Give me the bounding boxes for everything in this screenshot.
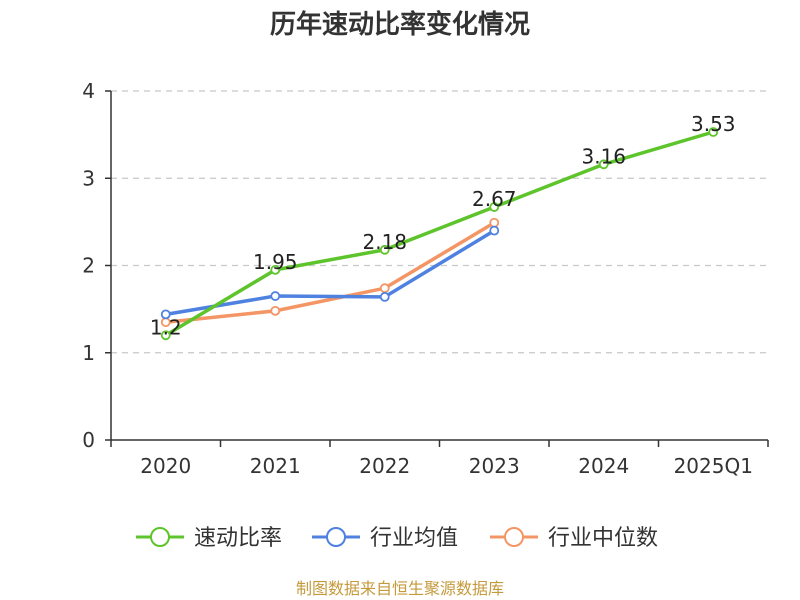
gridlines xyxy=(111,90,768,354)
data-point xyxy=(379,292,390,302)
y-tick-label: 2 xyxy=(82,254,95,278)
data-label: 3.16 xyxy=(581,144,626,168)
source-note: 制图数据来自恒生聚源数据库 xyxy=(296,579,504,598)
legend-item-3[interactable]: 行业中位数 xyxy=(490,526,658,551)
data-label: 1.95 xyxy=(253,250,298,274)
data-point xyxy=(270,291,281,301)
x-tick-label: 2023 xyxy=(469,454,520,478)
data-point xyxy=(379,244,390,255)
data-point xyxy=(489,217,500,228)
data-point xyxy=(270,264,281,275)
y-tick-label: 0 xyxy=(82,428,95,452)
legend-marker xyxy=(150,527,170,547)
data-label: 1.2 xyxy=(150,315,182,339)
legend-marker xyxy=(504,527,524,547)
data-point xyxy=(160,309,171,320)
x-tick-label: 2020 xyxy=(140,454,191,478)
x-tick-label: 2025Q1 xyxy=(674,454,753,478)
y-tick-labels: 0 1 2 3 4 xyxy=(82,79,95,452)
data-point xyxy=(708,127,719,137)
legend-label: 速动比率 xyxy=(194,526,282,551)
legend-item-1[interactable]: 速动比率 xyxy=(136,526,282,551)
data-point xyxy=(379,283,390,294)
x-tick-label: 2021 xyxy=(250,454,301,478)
data-point xyxy=(489,202,500,212)
data-point xyxy=(598,159,609,170)
legend-marker xyxy=(326,527,346,547)
x-tick-labels: 2020 2021 2022 2023 2024 2025Q1 xyxy=(140,454,753,478)
data-label: 3.53 xyxy=(691,112,736,136)
data-point xyxy=(160,330,171,341)
series-line-2 xyxy=(164,228,496,317)
data-label: 2.67 xyxy=(472,187,517,211)
data-point xyxy=(489,225,500,236)
axes xyxy=(105,90,769,447)
x-tick-label: 2022 xyxy=(359,454,410,478)
y-tick-label: 3 xyxy=(82,166,95,190)
x-tick-label: 2024 xyxy=(578,454,629,478)
legend-label: 行业均值 xyxy=(370,526,458,551)
series-line-3 xyxy=(164,220,496,324)
chart-title: 历年速动比率变化情况 xyxy=(270,9,530,40)
series-line-1 xyxy=(164,130,715,338)
legend: 速动比率 行业均值 行业中位数 xyxy=(136,526,658,551)
y-tick-label: 4 xyxy=(82,79,95,103)
series-lines xyxy=(160,127,719,341)
legend-item-2[interactable]: 行业均值 xyxy=(312,526,458,551)
data-label: 2.18 xyxy=(362,230,407,254)
legend-label: 行业中位数 xyxy=(548,526,658,551)
y-tick-label: 1 xyxy=(82,341,95,365)
data-point xyxy=(270,305,281,316)
data-labels: 1.2 1.95 2.18 2.67 3.16 3.53 xyxy=(150,112,736,339)
